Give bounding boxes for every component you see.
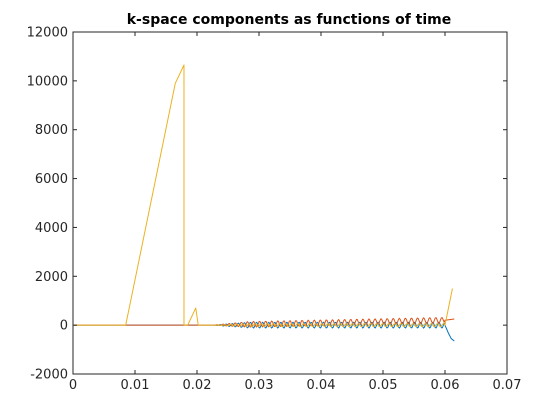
x-tick-label: 0.07 [493,378,522,393]
y-tick-label: 6000 [35,172,68,187]
x-tick-label: 0.04 [307,378,336,393]
x-tick-label: 0.06 [431,378,460,393]
x-tick-label: 0.05 [369,378,398,393]
x-tick-label: 0 [69,378,77,393]
y-tick-label: 4000 [35,221,68,236]
y-tick-label: 8000 [35,123,68,138]
series-line-3 [73,64,453,328]
axes-box [72,31,508,375]
ticks-layer: 0 0.01 0.02 0.03 0.04 0.05 0.06 0.07-2000020004… [27,26,522,394]
y-tick-label: 2000 [35,270,68,285]
y-tick-label: 12000 [27,26,68,41]
x-tick-label: 0.02 [183,378,212,393]
y-tick-label: 0 [60,319,68,334]
y-tick-label: 10000 [27,74,68,89]
x-tick-label: 0.03 [245,378,274,393]
x-tick-label: 0.01 [121,378,150,393]
series-line-1 [73,321,455,342]
series-layer [73,64,455,342]
chart-title: k-space components as functions of time [127,12,451,28]
y-tick-label: -2000 [30,368,68,383]
